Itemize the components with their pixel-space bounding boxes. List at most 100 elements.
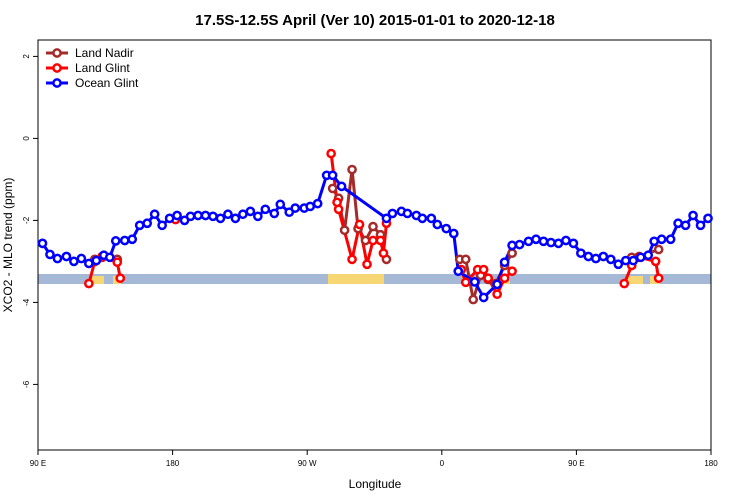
point — [499, 273, 510, 284]
point — [134, 220, 145, 231]
point — [347, 254, 357, 265]
land-strip — [328, 274, 384, 284]
point — [507, 248, 517, 259]
legend-label: Land Nadir — [75, 46, 134, 60]
point — [336, 181, 347, 192]
point — [492, 289, 502, 300]
point — [362, 259, 372, 270]
surface-strip — [38, 274, 711, 284]
point — [665, 234, 676, 245]
point — [110, 236, 121, 246]
point — [561, 235, 571, 246]
point — [703, 213, 713, 224]
y-tick-label: 2 — [22, 54, 31, 59]
point — [119, 235, 130, 246]
point — [531, 234, 541, 245]
point — [375, 235, 386, 246]
point — [193, 210, 203, 221]
point — [290, 203, 301, 213]
point — [381, 213, 392, 224]
point — [649, 236, 660, 247]
point — [215, 213, 226, 224]
point — [653, 273, 664, 284]
point — [368, 221, 378, 232]
point — [112, 257, 123, 268]
point — [326, 148, 336, 159]
point — [37, 238, 48, 249]
point — [69, 256, 79, 267]
point — [499, 257, 510, 268]
point — [553, 238, 564, 249]
point — [590, 253, 601, 264]
point — [45, 249, 55, 260]
point — [269, 208, 280, 219]
point — [620, 255, 631, 266]
point — [688, 210, 698, 221]
point — [568, 238, 579, 249]
legend-label: Land Glint — [75, 61, 130, 75]
x-tick-label: 90 E — [568, 459, 584, 468]
point — [360, 235, 371, 246]
y-tick-label: 0 — [22, 136, 31, 141]
point — [402, 208, 413, 219]
y-tick-label: -6 — [22, 380, 31, 388]
point — [83, 278, 94, 289]
point — [223, 209, 233, 220]
point — [448, 228, 459, 239]
point — [598, 251, 609, 262]
point — [354, 219, 365, 230]
point — [656, 234, 667, 245]
point — [230, 213, 241, 224]
point — [387, 208, 398, 219]
point — [327, 183, 338, 194]
point — [538, 236, 549, 247]
point — [507, 240, 517, 251]
point — [378, 248, 389, 259]
point — [142, 218, 153, 229]
point — [460, 277, 471, 288]
legend-marker — [52, 48, 62, 58]
x-tick-label: 180 — [704, 459, 718, 468]
point — [417, 213, 428, 224]
point — [514, 239, 525, 250]
point — [76, 253, 87, 264]
point — [327, 170, 338, 181]
point — [643, 250, 654, 261]
point — [185, 211, 196, 222]
point — [583, 251, 594, 262]
legend-label: Ocean Glint — [75, 76, 139, 90]
chart-title: 17.5S-12.5S April (Ver 10) 2015-01-01 to… — [195, 12, 555, 29]
point — [469, 277, 480, 287]
point — [208, 211, 218, 222]
point — [478, 292, 489, 303]
point — [275, 199, 286, 210]
point — [333, 204, 344, 215]
point — [157, 220, 167, 231]
point — [164, 213, 175, 224]
x-tick-label: 90 W — [298, 459, 317, 468]
point — [83, 258, 94, 269]
y-tick-label: -4 — [22, 298, 31, 306]
point — [127, 234, 138, 245]
y-tick-label: -2 — [22, 216, 31, 224]
point — [468, 294, 479, 305]
point — [245, 206, 256, 217]
point — [104, 252, 115, 263]
point — [605, 254, 616, 265]
legend-marker — [52, 78, 62, 88]
point — [115, 273, 126, 284]
x-tick-label: 180 — [166, 459, 180, 468]
point — [695, 220, 706, 231]
point — [492, 279, 502, 290]
point — [650, 256, 661, 267]
point — [347, 164, 357, 175]
point — [673, 218, 683, 229]
point — [305, 201, 316, 212]
point — [628, 255, 639, 266]
point — [680, 220, 691, 231]
point — [61, 251, 72, 262]
point — [483, 273, 494, 284]
point — [200, 210, 211, 221]
point — [576, 248, 586, 259]
